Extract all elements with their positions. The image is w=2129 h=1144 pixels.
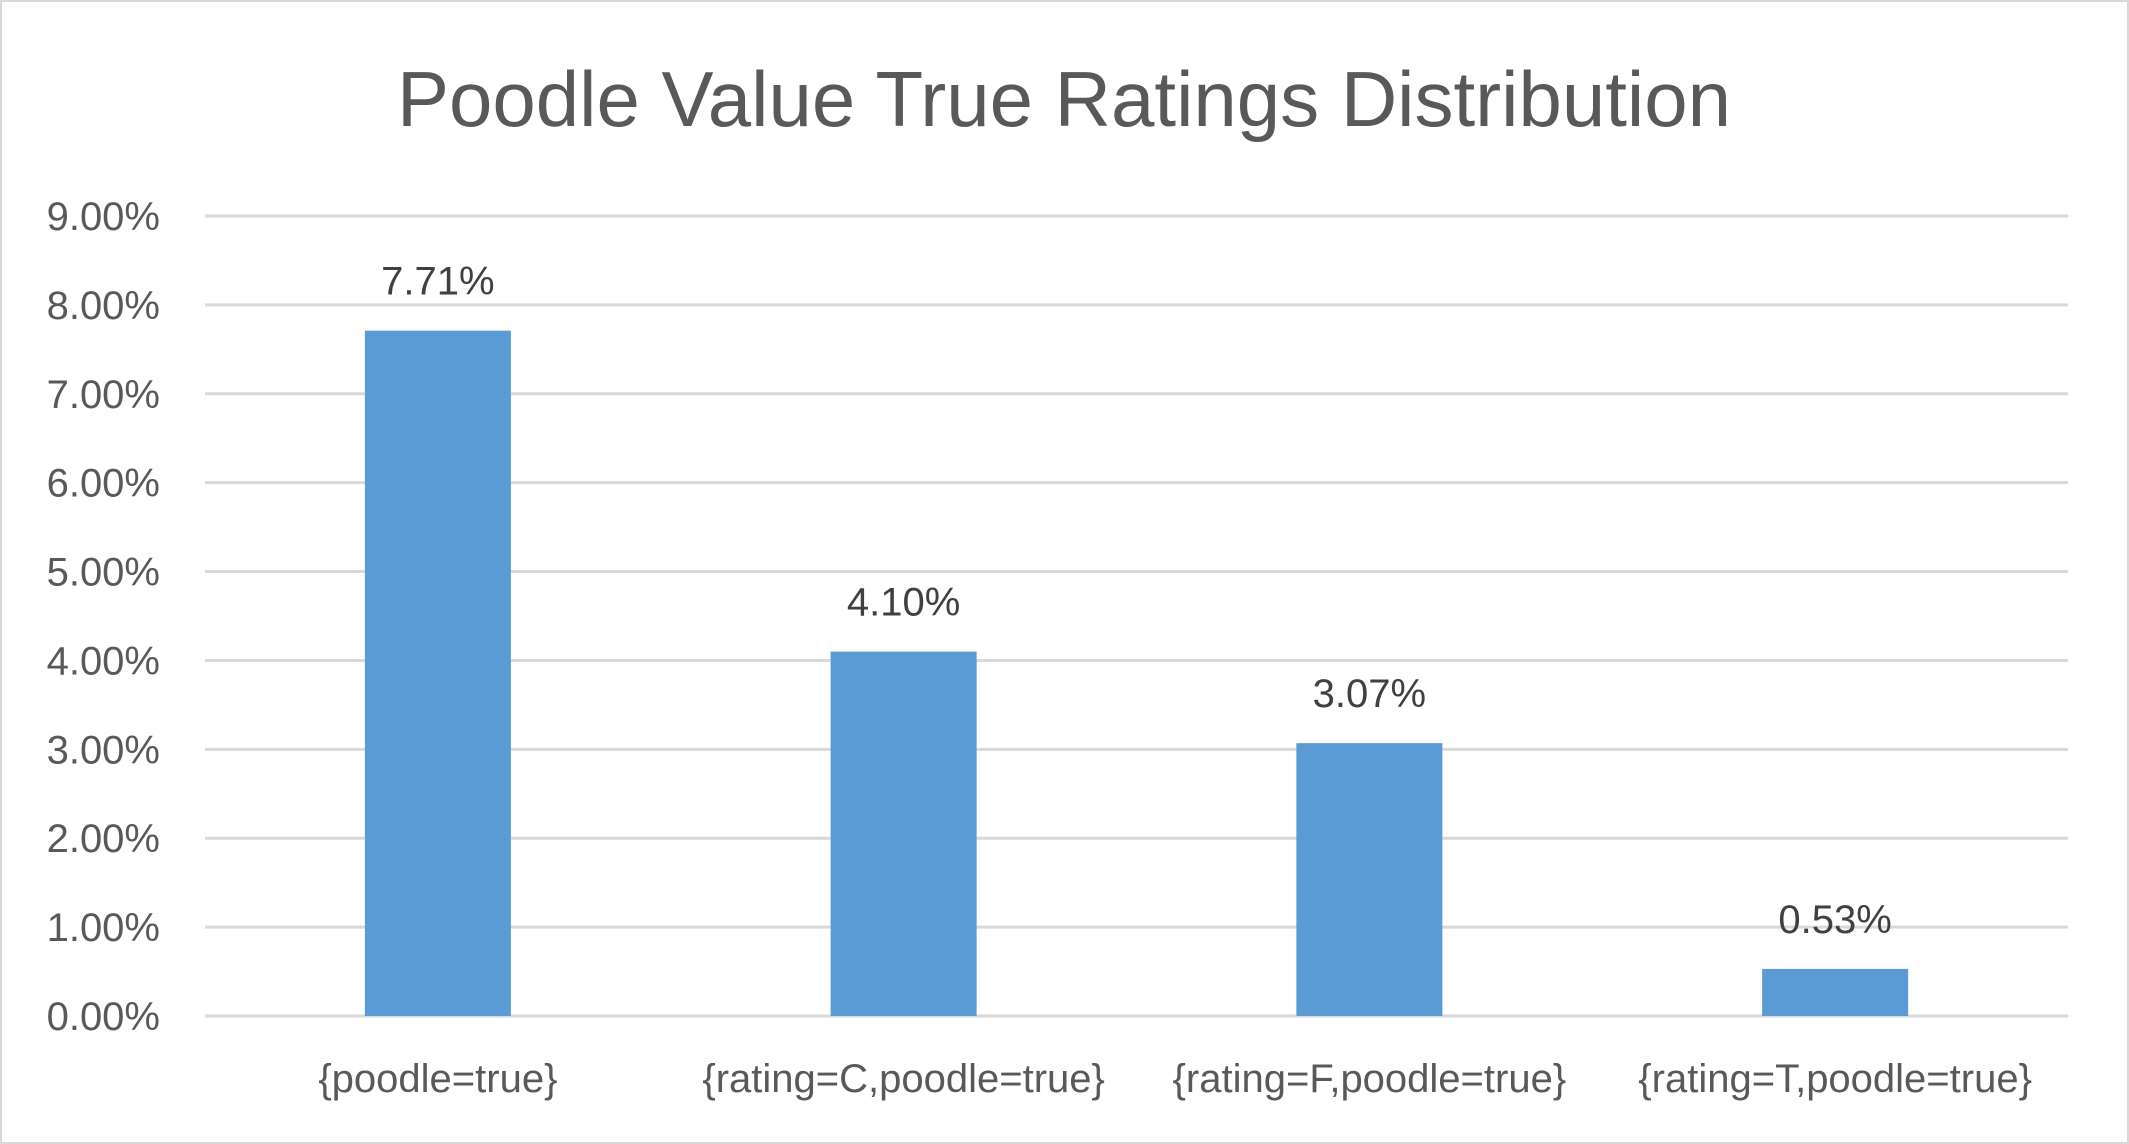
y-tick-label: 7.00% [47, 373, 160, 417]
category-label: {rating=F,poodle=true} [1173, 1057, 1567, 1101]
bars [364, 330, 1909, 1017]
data-label: 7.71% [381, 260, 494, 304]
data-labels: 7.71% 4.10% 3.07% 0.53% [381, 260, 1892, 942]
y-tick-label: 5.00% [47, 551, 160, 595]
data-label: 0.53% [1778, 898, 1891, 942]
y-tick-label: 6.00% [47, 462, 160, 506]
bar [1762, 968, 1909, 1016]
category-label: {poodle=true} [318, 1057, 557, 1101]
y-tick-label: 9.00% [47, 195, 160, 239]
chart-title: Poodle Value True Ratings Distribution [397, 55, 1731, 143]
y-tick-label: 0.00% [47, 995, 160, 1039]
data-label: 3.07% [1313, 672, 1426, 716]
y-tick-label: 2.00% [47, 817, 160, 861]
y-tick-label: 1.00% [47, 906, 160, 950]
y-tick-label: 4.00% [47, 639, 160, 683]
y-axis-tick-labels: 0.00% 1.00% 2.00% 3.00% 4.00% 5.00% 6.00% 7.00%… [47, 195, 160, 1039]
category-label: {rating=T,poodle=true} [1638, 1057, 2032, 1101]
y-tick-label: 3.00% [47, 728, 160, 772]
data-label: 4.10% [847, 581, 960, 625]
x-axis-category-labels: {poodle=true} {rating=C,poodle=true} {rati… [318, 1057, 2032, 1101]
bar [1296, 743, 1443, 1016]
bar [364, 330, 511, 1017]
y-tick-label: 8.00% [47, 284, 160, 328]
gridlines [205, 214, 2068, 1018]
bar [830, 651, 977, 1016]
category-label: {rating=C,poodle=true} [702, 1057, 1105, 1101]
